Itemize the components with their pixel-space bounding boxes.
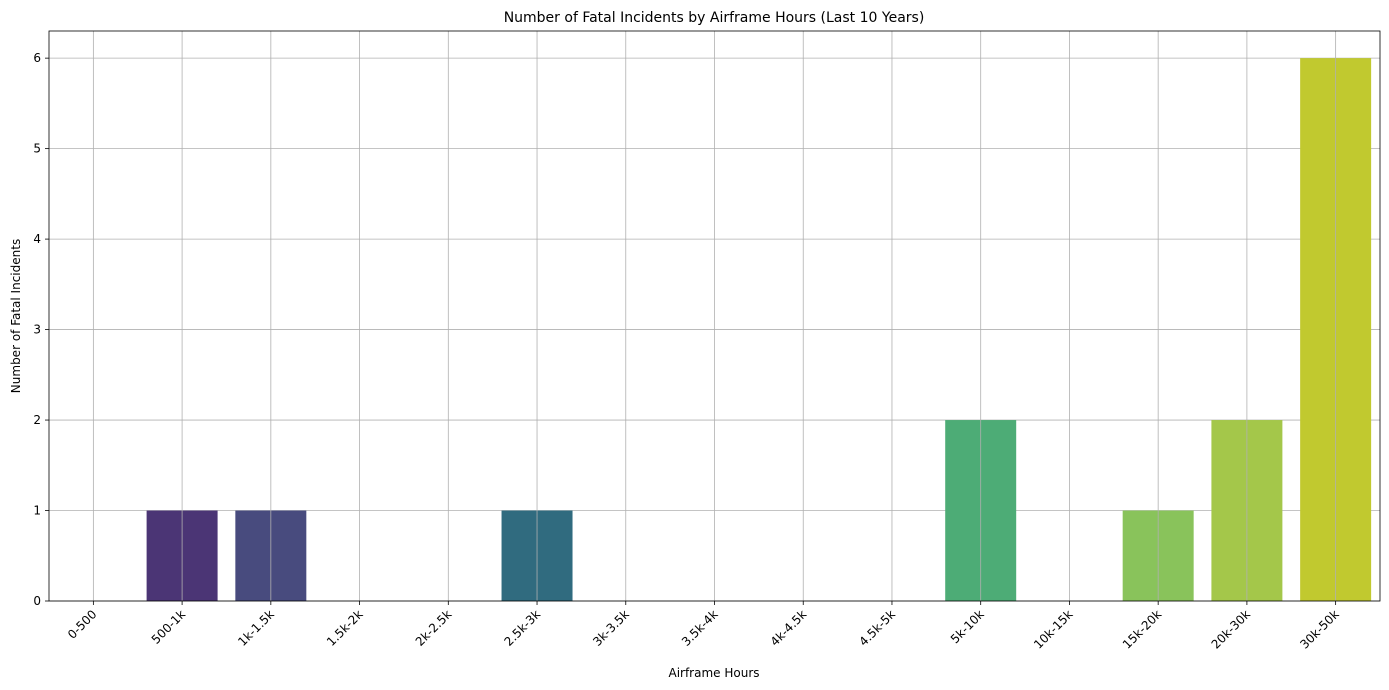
y-tick-label: 6 — [33, 51, 41, 65]
y-axis-label: Number of Fatal Incidents — [9, 239, 23, 393]
x-tick-label: 10k-15k — [1031, 607, 1075, 651]
y-tick-label: 5 — [33, 142, 41, 156]
x-tick-label: 4k-4.5k — [768, 607, 810, 649]
x-tick-label: 1.5k-2k — [324, 607, 366, 649]
y-ticks-layer: 0 1 2 3 4 5 6 — [33, 51, 49, 608]
x-tick-label: 15k-20k — [1120, 607, 1164, 651]
x-tick-label: 500-1k — [149, 607, 189, 647]
x-tick-label: 30k-50k — [1297, 607, 1341, 651]
x-tick-label: 5k-10k — [948, 607, 987, 646]
y-tick-label: 3 — [33, 323, 41, 337]
x-tick-label: 20k-30k — [1209, 607, 1253, 651]
y-tick-label: 1 — [33, 504, 41, 518]
vertical-grid-layer — [92, 31, 1337, 601]
x-tick-label: 3.5k-4k — [679, 607, 721, 649]
y-tick-label: 2 — [33, 413, 41, 427]
x-tick-label: 1k-1.5k — [235, 607, 277, 649]
chart-title: Number of Fatal Incidents by Airframe Ho… — [504, 10, 925, 26]
x-axis-label: Airframe Hours — [668, 666, 759, 680]
x-tick-label: 4.5k-5k — [856, 607, 898, 649]
y-tick-label: 0 — [33, 594, 41, 608]
y-tick-label: 4 — [33, 232, 41, 246]
x-ticks-layer: 0-500 500-1k 1k-1.5k 1.5k-2k 2k-2.5k 2.5k-3k 3… — [65, 601, 1342, 652]
x-tick-label: 0-500 — [65, 607, 100, 642]
x-tick-label: 2.5k-3k — [501, 607, 543, 649]
x-tick-label: 3k-3.5k — [590, 607, 632, 649]
x-tick-label: 2k-2.5k — [413, 607, 455, 649]
